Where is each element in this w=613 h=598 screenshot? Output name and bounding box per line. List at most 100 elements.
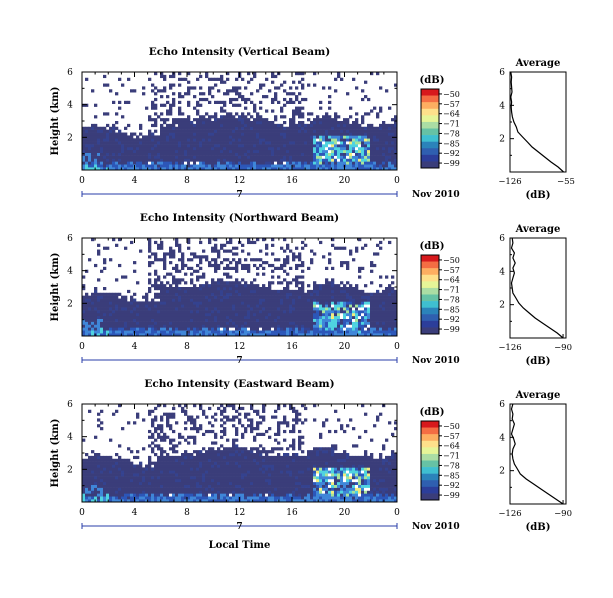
heatmap-cell bbox=[211, 292, 215, 296]
heatmap-cell bbox=[250, 321, 254, 325]
heatmap-cell bbox=[298, 132, 302, 136]
heatmap-cell bbox=[226, 77, 230, 81]
heatmap-cell bbox=[178, 312, 182, 317]
heatmap-cell bbox=[115, 310, 119, 314]
heatmap-cell bbox=[175, 312, 179, 317]
heatmap-cell bbox=[142, 164, 146, 168]
heatmap-cell bbox=[100, 461, 104, 465]
heatmap-cell bbox=[247, 167, 251, 171]
heatmap-cell bbox=[241, 152, 245, 156]
heatmap-cell bbox=[187, 158, 191, 162]
heatmap-cell bbox=[346, 304, 350, 308]
heatmap-cell bbox=[376, 135, 380, 139]
heatmap-cell bbox=[241, 284, 245, 288]
heatmap-cell bbox=[109, 149, 113, 153]
heatmap-cell bbox=[340, 263, 344, 268]
heatmap-cell bbox=[91, 461, 95, 465]
heatmap-cell bbox=[295, 298, 299, 302]
heatmap-cell bbox=[280, 330, 284, 334]
heatmap-cell bbox=[304, 123, 308, 128]
heatmap-cell bbox=[94, 141, 98, 145]
heatmap-cell bbox=[136, 315, 140, 319]
heatmap-cell bbox=[193, 164, 197, 168]
heatmap-cell bbox=[118, 292, 122, 296]
heatmap-cell bbox=[271, 135, 275, 139]
heatmap-cell bbox=[316, 155, 320, 159]
heatmap-cell bbox=[280, 167, 284, 171]
heatmap-cell bbox=[85, 295, 89, 299]
heatmap-cell bbox=[385, 298, 389, 302]
heatmap-cell bbox=[175, 238, 179, 242]
heatmap-cell bbox=[196, 100, 200, 104]
heatmap-cell bbox=[211, 164, 215, 168]
heatmap-cell bbox=[244, 298, 248, 302]
heatmap-cell bbox=[256, 292, 260, 296]
heatmap-cell bbox=[184, 315, 188, 319]
heatmap-cell bbox=[256, 289, 260, 294]
heatmap-cell bbox=[241, 295, 245, 299]
heatmap-cell bbox=[100, 484, 104, 488]
heatmap-cell bbox=[82, 321, 86, 325]
heatmap-cell bbox=[301, 86, 305, 90]
heatmap-cell bbox=[169, 464, 173, 468]
heatmap-cell bbox=[283, 295, 287, 299]
heatmap-cell bbox=[160, 89, 164, 93]
heatmap-cell bbox=[82, 478, 86, 483]
heatmap-cell bbox=[268, 307, 272, 311]
heatmap-cell bbox=[151, 146, 155, 151]
heatmap-cell bbox=[148, 412, 152, 416]
heatmap-cell bbox=[334, 115, 338, 119]
heatmap-cell bbox=[163, 478, 167, 483]
profile-y-tick-label: 4 bbox=[499, 267, 505, 277]
heatmap-cell bbox=[328, 115, 332, 119]
heatmap-cell bbox=[247, 118, 251, 122]
heatmap-cell bbox=[268, 321, 272, 325]
heatmap-cell bbox=[262, 149, 266, 153]
heatmap-cell bbox=[340, 333, 344, 337]
heatmap-cell bbox=[220, 312, 224, 317]
heatmap-cell bbox=[166, 318, 170, 322]
heatmap-cell bbox=[256, 312, 260, 317]
heatmap-cell bbox=[265, 318, 269, 322]
heatmap-cell bbox=[370, 263, 374, 268]
heatmap-cell bbox=[169, 330, 173, 334]
heatmap-cell bbox=[85, 149, 89, 153]
heatmap-cell bbox=[145, 333, 149, 337]
heatmap-cell bbox=[226, 298, 230, 302]
heatmap-cell bbox=[226, 164, 230, 168]
heatmap-cell bbox=[289, 129, 293, 133]
heatmap-cell bbox=[94, 123, 98, 128]
heatmap-cell bbox=[316, 135, 320, 139]
heatmap-cell bbox=[148, 152, 152, 156]
heatmap-cell bbox=[223, 292, 227, 296]
heatmap-cell bbox=[220, 152, 224, 156]
heatmap-cell bbox=[352, 327, 356, 331]
heatmap-cell bbox=[184, 330, 188, 334]
heatmap-cell bbox=[235, 167, 239, 171]
heatmap-cell bbox=[379, 86, 383, 90]
heatmap-cell bbox=[265, 161, 269, 165]
heatmap-cell bbox=[328, 161, 332, 165]
heatmap-cell bbox=[265, 298, 269, 302]
x-tick-label: 8 bbox=[184, 342, 190, 352]
heatmap-cell bbox=[307, 333, 311, 337]
heatmap-cell bbox=[295, 281, 299, 285]
heatmap-cell bbox=[367, 164, 371, 168]
heatmap-cell bbox=[238, 132, 242, 136]
heatmap-cell bbox=[148, 324, 152, 328]
heatmap-cell bbox=[361, 310, 365, 314]
heatmap-cell bbox=[379, 126, 383, 130]
heatmap-cell bbox=[139, 315, 143, 319]
heatmap-cell bbox=[298, 324, 302, 328]
heatmap-cell bbox=[163, 455, 167, 460]
heatmap-cell bbox=[283, 315, 287, 319]
heatmap-cell bbox=[268, 312, 272, 317]
heatmap-cell bbox=[154, 310, 158, 314]
heatmap-cell bbox=[274, 333, 278, 337]
heatmap-cell bbox=[319, 292, 323, 296]
heatmap-cell bbox=[136, 301, 140, 305]
heatmap-cell bbox=[190, 144, 194, 148]
heatmap-cell bbox=[118, 315, 122, 319]
heatmap-cell bbox=[115, 470, 119, 474]
heatmap-cell bbox=[202, 164, 206, 168]
